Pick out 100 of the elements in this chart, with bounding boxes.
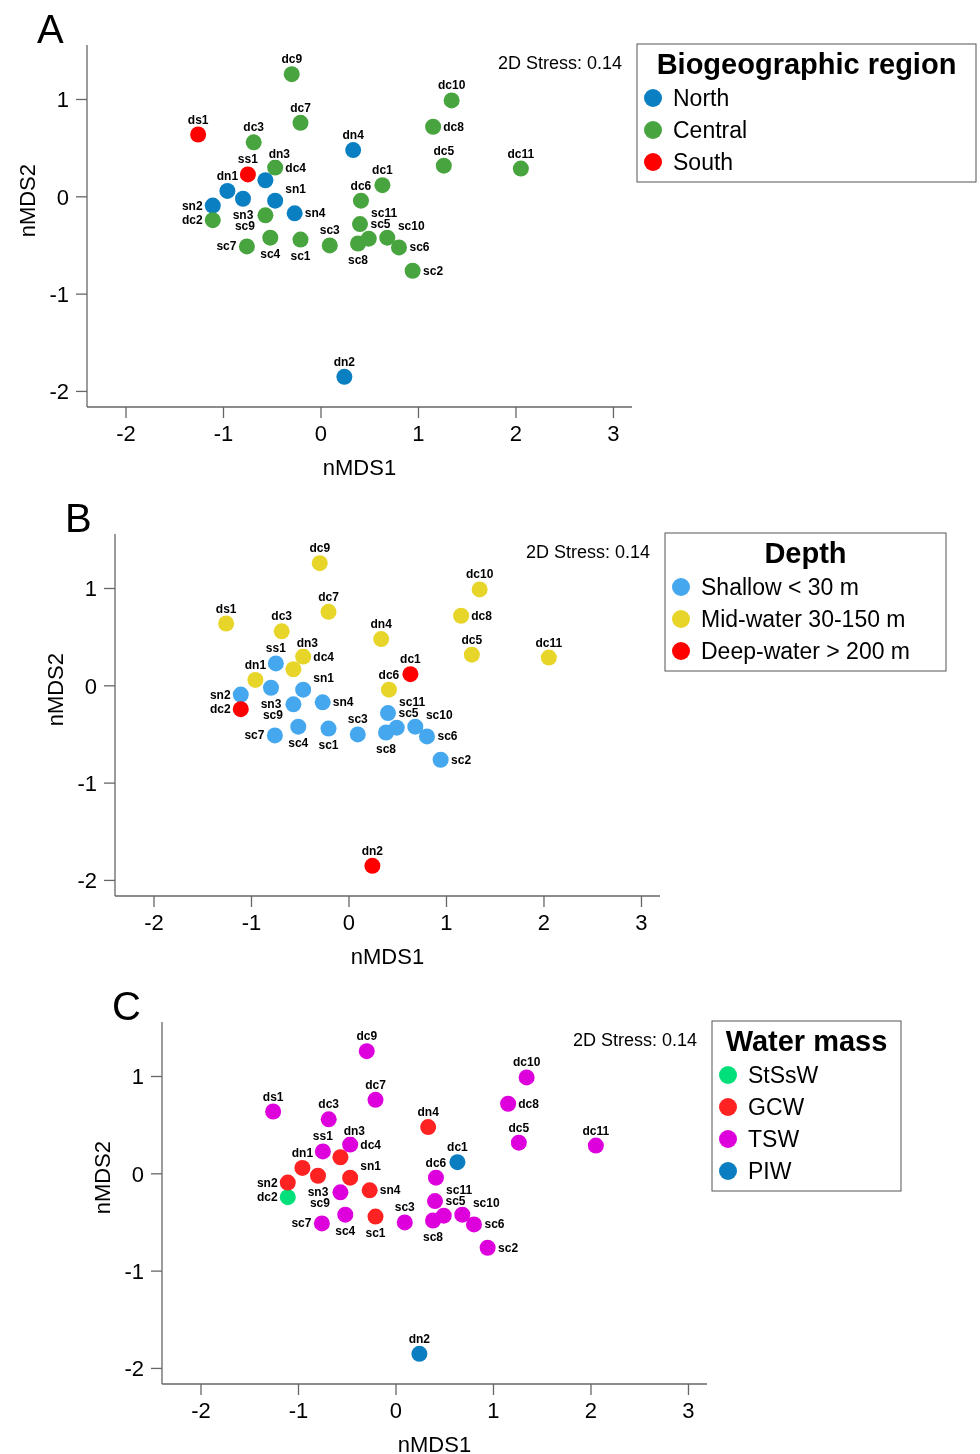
point xyxy=(435,157,452,174)
point xyxy=(292,231,309,248)
point xyxy=(262,679,279,696)
annotation: sc7 xyxy=(216,239,237,254)
annotation: sc5 xyxy=(398,706,419,721)
x-tick-label: -1 xyxy=(213,421,234,446)
point xyxy=(204,212,221,229)
annotation: sc6 xyxy=(437,729,458,744)
annotation: dc11 xyxy=(582,1123,610,1138)
point xyxy=(204,197,221,214)
annotation: sc9 xyxy=(262,708,284,723)
point xyxy=(218,615,235,632)
x-tick-label: 1 xyxy=(412,421,425,446)
annotation: sc1 xyxy=(318,737,339,752)
annotation: dc2 xyxy=(256,1190,278,1205)
annotation: dc11 xyxy=(507,146,535,161)
annotation: dc5 xyxy=(461,632,483,647)
annotation: dc1 xyxy=(447,1140,469,1155)
annotation: sc2 xyxy=(498,1240,519,1255)
point xyxy=(267,655,284,672)
y-tick-label: 0 xyxy=(56,184,69,210)
point xyxy=(396,1214,413,1231)
annotation: ss1 xyxy=(237,152,259,167)
point xyxy=(518,1069,535,1086)
point xyxy=(471,581,488,598)
point xyxy=(374,177,391,194)
point xyxy=(379,705,396,722)
x-tick-label: 3 xyxy=(607,421,620,446)
point xyxy=(234,190,251,207)
annotation: dn4 xyxy=(342,128,365,143)
x-tick-label: -2 xyxy=(191,1398,211,1423)
annotation: dn3 xyxy=(268,147,291,162)
point xyxy=(453,607,470,624)
annotation: sc8 xyxy=(348,252,369,267)
annotation: dc10 xyxy=(512,1055,541,1070)
legend-label: South xyxy=(673,149,734,175)
point xyxy=(257,172,274,189)
annotation: dc8 xyxy=(443,119,465,134)
point xyxy=(367,1091,384,1108)
point xyxy=(510,1134,527,1151)
legend-title: Water mass xyxy=(725,1025,888,1057)
x-tick-label: 2 xyxy=(537,910,551,935)
point xyxy=(443,92,460,109)
point xyxy=(402,666,419,683)
annotation: dn3 xyxy=(296,636,319,651)
x-tick-label: -1 xyxy=(241,910,262,935)
legend-label: StSsW xyxy=(748,1062,819,1088)
annotation: dc8 xyxy=(471,608,493,623)
legend-label: GCW xyxy=(748,1094,805,1120)
point xyxy=(352,192,369,209)
point xyxy=(432,751,449,768)
point xyxy=(232,686,249,703)
annotation: dc9 xyxy=(281,52,303,67)
point xyxy=(311,555,328,572)
point xyxy=(418,728,435,745)
annotation: ds1 xyxy=(215,601,237,616)
annotation: ss1 xyxy=(265,641,287,656)
annotation: sn4 xyxy=(379,1183,401,1198)
point xyxy=(425,118,442,135)
legend-label: PIW xyxy=(748,1158,792,1184)
point xyxy=(379,229,396,246)
point xyxy=(285,661,302,678)
annotation: sn2 xyxy=(181,198,203,213)
point xyxy=(314,1143,331,1160)
chart-title: B xyxy=(65,496,92,540)
point xyxy=(265,1103,282,1120)
point xyxy=(587,1137,604,1154)
annotation: dc2 xyxy=(209,702,231,717)
annotation: dc1 xyxy=(400,652,422,667)
legend-label: Mid-water 30-150 m xyxy=(701,606,906,632)
legend-title: Biogeographic region xyxy=(656,48,957,80)
point xyxy=(279,1174,296,1191)
annotation: sn4 xyxy=(332,695,354,710)
point xyxy=(465,1216,482,1233)
annotation: dc7 xyxy=(365,1077,387,1092)
annotation: sc4 xyxy=(260,246,281,261)
x-tick-label: 0 xyxy=(342,910,356,935)
annotation: dc3 xyxy=(318,1097,340,1112)
y-axis-title: nMDS2 xyxy=(43,652,68,727)
point xyxy=(342,1169,359,1186)
annotation: dc5 xyxy=(433,143,455,158)
point xyxy=(426,1193,443,1210)
annotation: dn1 xyxy=(291,1145,314,1160)
point xyxy=(257,207,274,224)
point xyxy=(336,368,353,385)
annotation: dc1 xyxy=(372,163,394,178)
annotation: sn4 xyxy=(304,206,326,221)
point xyxy=(345,142,362,159)
point xyxy=(454,1206,471,1223)
legend-label: Shallow < 30 m xyxy=(701,574,859,600)
point xyxy=(373,631,390,648)
x-tick-label: 1 xyxy=(440,910,453,935)
point xyxy=(360,230,377,247)
annotation: sc9 xyxy=(234,219,256,234)
point xyxy=(463,646,480,663)
legend-label: Central xyxy=(673,117,748,143)
annotation: sc11 xyxy=(399,694,426,709)
annotation: sc7 xyxy=(291,1216,312,1231)
legend-label: Deep-water > 200 m xyxy=(701,638,911,664)
y-tick-label: 0 xyxy=(131,1161,144,1187)
